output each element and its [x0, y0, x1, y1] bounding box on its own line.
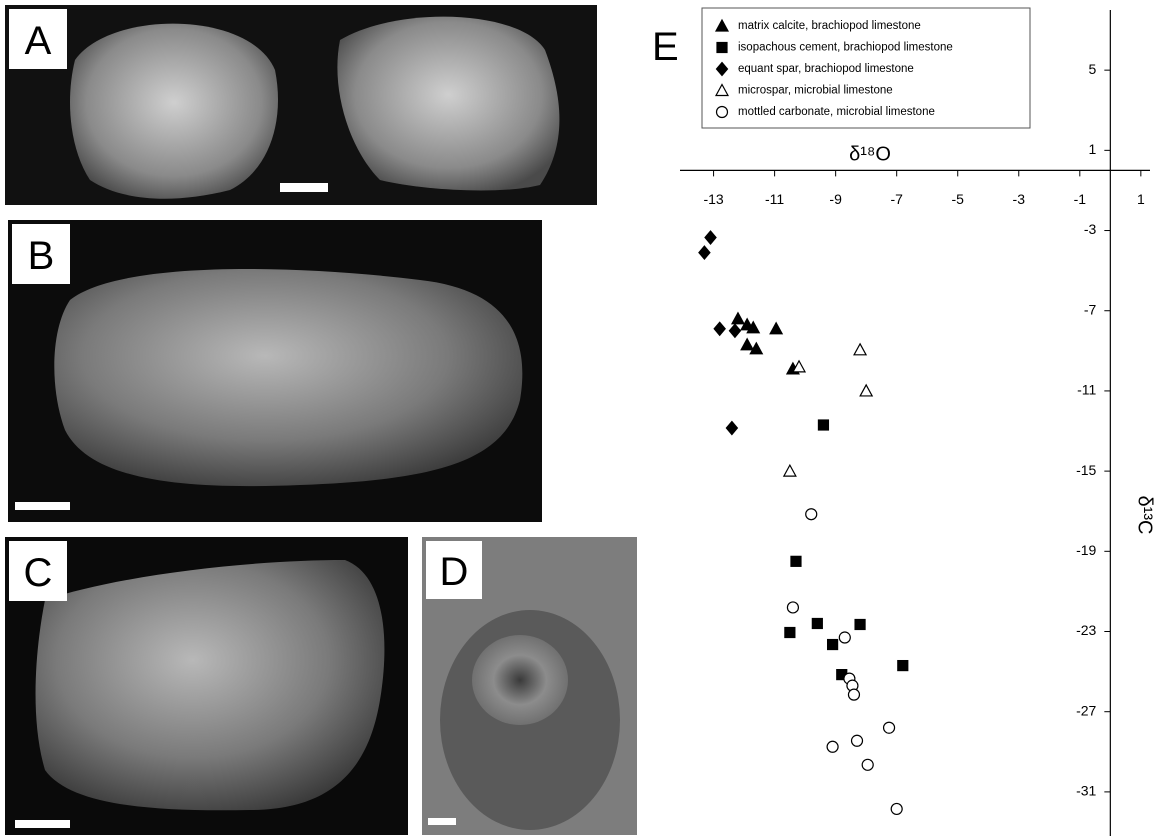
point [732, 313, 744, 324]
y-tick-label: -19 [1076, 542, 1096, 558]
legend-label: matrix calcite, brachiopod limestone [738, 20, 921, 32]
point [884, 722, 895, 733]
legend-label: isopachous cement, brachiopod limestone [738, 42, 953, 54]
x-tick-label: -5 [952, 191, 965, 207]
point [787, 602, 798, 613]
x-tick-label: -13 [703, 191, 723, 207]
x-axis-label: δ¹⁸O [849, 143, 891, 165]
point [785, 628, 795, 638]
legend-marker [717, 107, 728, 118]
panel-label: B [28, 234, 55, 278]
point [770, 323, 782, 334]
point [860, 385, 872, 396]
point [741, 339, 753, 350]
legend-label: microspar, microbial limestone [738, 85, 893, 97]
point [705, 231, 716, 244]
legend-marker [717, 43, 727, 53]
panel-d: D [422, 537, 637, 835]
x-tick-label: -3 [1013, 191, 1026, 207]
y-tick-label: -11 [1077, 382, 1096, 398]
point [855, 619, 865, 629]
panel-b: B [8, 220, 542, 522]
y-tick-label: 5 [1089, 61, 1097, 77]
panel-label: A [25, 19, 52, 63]
y-tick-label: -7 [1084, 301, 1097, 317]
point [791, 556, 801, 566]
y-tick-label: -3 [1084, 221, 1097, 237]
point [891, 803, 902, 814]
point [818, 420, 828, 430]
y-tick-label: 1 [1089, 141, 1097, 157]
point [827, 741, 838, 752]
chart-label: E [652, 25, 679, 69]
point [852, 735, 863, 746]
point [839, 632, 850, 643]
x-tick-label: 1 [1137, 191, 1145, 207]
point [806, 509, 817, 520]
point [729, 324, 740, 337]
point [854, 344, 866, 355]
panel-label: D [440, 550, 469, 594]
x-tick-label: -1 [1074, 191, 1087, 207]
legend: matrix calcite, brachiopod limestone isop… [702, 8, 1030, 128]
point [828, 640, 838, 650]
point [848, 689, 859, 700]
y-axis-label: δ¹³C [1133, 496, 1155, 535]
point [726, 422, 737, 435]
y-tick-label: -27 [1076, 702, 1096, 718]
point [784, 465, 796, 476]
point [699, 246, 710, 259]
x-tick-label: -7 [890, 191, 903, 207]
point [714, 322, 725, 335]
x-tick-label: -9 [829, 191, 842, 207]
y-tick-label: -15 [1076, 462, 1096, 478]
legend-label: equant spar, brachiopod limestone [738, 63, 914, 75]
panel-c: C [5, 537, 408, 835]
point [862, 759, 873, 770]
point [812, 618, 822, 628]
legend-label: mottled carbonate, microbial limestone [738, 106, 935, 118]
point [898, 661, 908, 671]
figure: A B C D E -13-11-9-7-5-3-1151-3-7-11-15-… [0, 0, 1157, 839]
panel-label: C [24, 551, 53, 595]
y-tick-label: -31 [1076, 783, 1096, 799]
x-tick-label: -11 [765, 191, 784, 207]
panel-a: A [5, 5, 597, 205]
y-tick-label: -23 [1076, 622, 1096, 638]
